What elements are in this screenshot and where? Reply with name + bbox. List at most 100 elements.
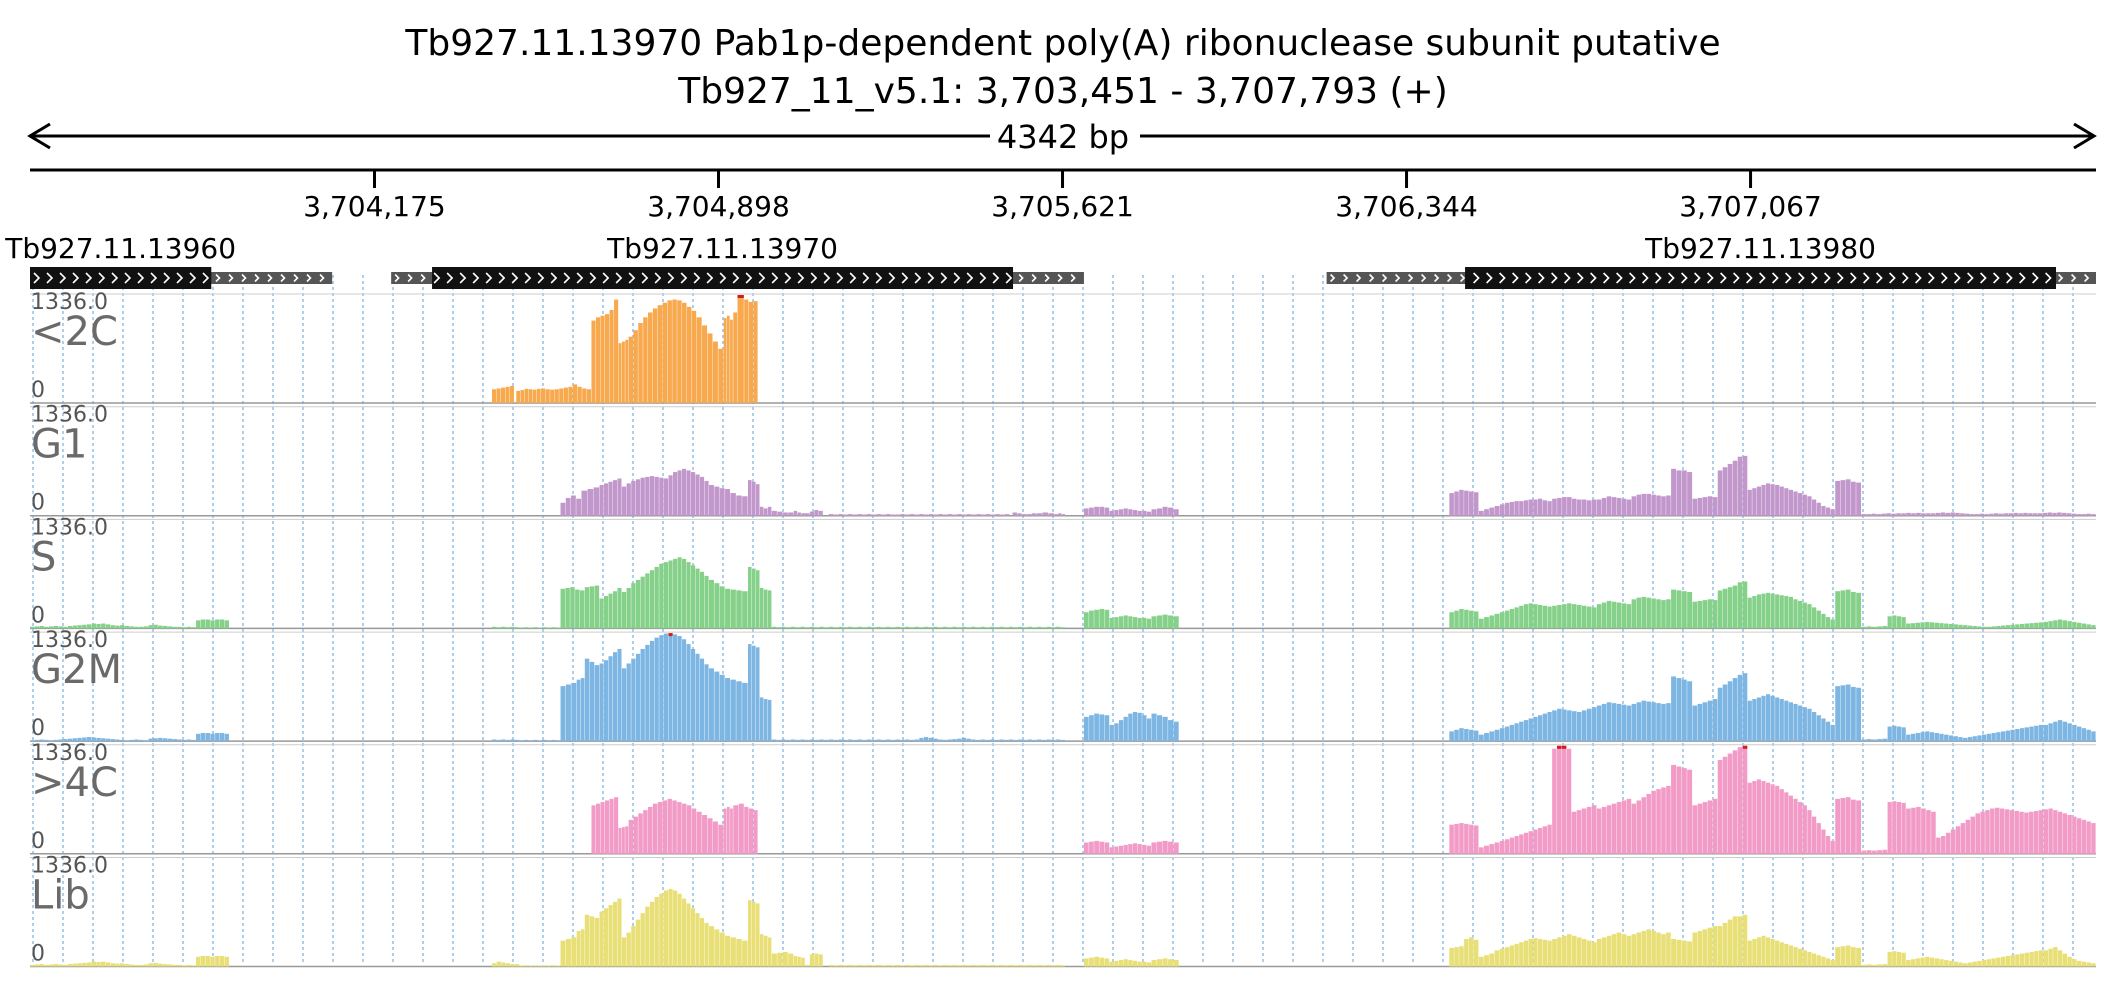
coverage-bar: [210, 733, 215, 742]
coverage-bar: [1656, 932, 1661, 967]
track-name-label: S: [31, 534, 56, 580]
strand-arrow: [1681, 272, 1688, 284]
coverage-bar: [516, 390, 521, 403]
coverage-bar: [2023, 512, 2028, 516]
coverage-bar: [643, 317, 648, 403]
coverage-bar: [640, 477, 645, 516]
coverage-bar: [1892, 951, 1897, 967]
coverage-bar: [500, 387, 506, 403]
coverage-bar: [589, 916, 595, 967]
coverage-bar: [668, 633, 673, 742]
coverage-bar: [496, 388, 501, 403]
coverage-bar: [737, 295, 744, 403]
coverage-bar: [767, 699, 772, 742]
coverage-bar: [876, 739, 881, 742]
coverage-bar: [608, 905, 613, 967]
coverage-bar: [755, 570, 760, 629]
coverage-bar: [519, 965, 524, 967]
coverage-bar: [1523, 604, 1529, 629]
coverage-bar: [677, 300, 682, 403]
coverage-bar: [1990, 808, 1995, 854]
coverage-bar: [1586, 806, 1592, 854]
track-max-label: 1336.0: [31, 854, 108, 879]
coverage-bar: [182, 627, 187, 629]
coverage-bar: [1631, 703, 1637, 742]
coverage-bar: [1861, 964, 1867, 967]
coverage-bar: [1489, 731, 1495, 742]
strand-arrow: [1499, 272, 1506, 284]
clip-marker: [1561, 745, 1567, 749]
coverage-bar: [2038, 810, 2044, 854]
coverage-bar: [219, 955, 225, 967]
coverage-bar: [2086, 962, 2091, 967]
coverage-bar: [793, 955, 798, 967]
coverage-bar: [595, 317, 601, 403]
coverage-bar: [686, 805, 692, 854]
coverage-bar: [1094, 840, 1099, 854]
coverage-bar: [1732, 460, 1738, 516]
strand-arrow: [862, 272, 870, 284]
coverage-bar: [608, 481, 613, 516]
coverage-bar: [600, 315, 605, 403]
coverage-bar: [695, 913, 700, 967]
coverage-bar: [1104, 609, 1110, 629]
coverage-bar: [654, 476, 659, 516]
coverage-bar: [719, 586, 725, 629]
coverage-bar: [1022, 627, 1028, 629]
coverage-bar: [605, 314, 610, 403]
strand-arrow: [511, 272, 519, 284]
coverage-bar: [519, 627, 524, 629]
coverage-bar: [730, 589, 736, 629]
coverage-bar: [560, 588, 565, 629]
coverage-bar: [1835, 686, 1841, 742]
coverage-bar: [1542, 713, 1548, 742]
coverage-bar: [1519, 942, 1524, 967]
coverage-bar: [786, 739, 791, 742]
coverage-bar: [1866, 739, 1872, 742]
coverage-bar: [1596, 499, 1602, 516]
coverage-bar: [1464, 490, 1469, 516]
coverage-bar: [158, 625, 163, 629]
coverage-bar: [515, 627, 520, 629]
coverage-bar: [550, 389, 555, 403]
coverage-bar: [736, 495, 742, 516]
coverage-bar: [1173, 509, 1179, 516]
coverage-bar: [1469, 937, 1474, 967]
coverage-bar: [1930, 513, 1936, 516]
coverage-bar: [719, 488, 725, 516]
coverage-bar: [2015, 624, 2020, 629]
coverage-bar: [833, 627, 839, 629]
coverage-bar: [730, 493, 736, 516]
coverage-bar: [200, 619, 206, 629]
coverage-bar: [708, 579, 714, 629]
coverage-bar: [631, 926, 636, 967]
coverage-bar: [1454, 729, 1459, 742]
coverage-bar: [1494, 950, 1500, 967]
coverage-bar: [1591, 499, 1597, 516]
coverage-bar: [847, 964, 853, 967]
coverage-bar: [162, 964, 168, 967]
coverage-bar: [1811, 607, 1817, 629]
coverage-bar: [1671, 468, 1677, 516]
coverage-bar: [537, 965, 542, 967]
gene-track: Tb927.11.13960 Tb927.11.13970 Tb927.11.139…: [4, 232, 2096, 289]
coverage-bar: [542, 739, 547, 742]
coverage-bar: [1737, 674, 1743, 742]
coverage-bar: [1960, 513, 1965, 516]
coverage-bar: [1929, 732, 1935, 742]
coverage-bar: [989, 739, 995, 742]
strand-arrow: [849, 272, 857, 284]
coverage-bar: [1881, 513, 1886, 516]
coverage-bar: [1756, 697, 1762, 742]
coverage-bar: [1737, 456, 1743, 516]
coverage-bar: [1752, 596, 1757, 629]
coverage-bar: [1519, 501, 1524, 516]
coordinate-ruler: 3,704,175 3,704,898 3,705,621 3,706,344 3,70…: [30, 168, 2096, 223]
coverage-bar: [1948, 623, 1954, 629]
coverage-bar: [719, 674, 725, 742]
coverage-bar: [1816, 955, 1821, 967]
strand-arrow: [46, 272, 54, 284]
coverage-bar: [86, 737, 92, 742]
coverage-bar: [1921, 513, 1926, 516]
coverage-bar: [115, 739, 120, 742]
